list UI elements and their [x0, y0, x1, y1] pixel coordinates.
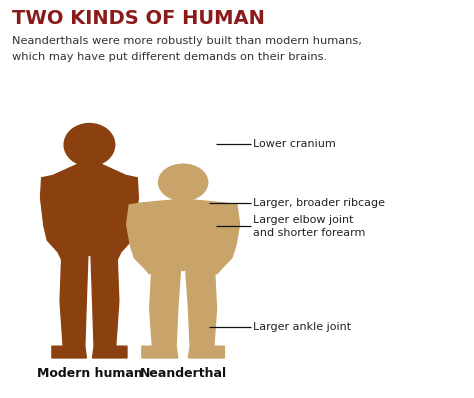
Polygon shape: [127, 200, 239, 358]
Polygon shape: [81, 151, 98, 159]
Text: Modern human: Modern human: [36, 367, 142, 380]
Text: Larger elbow joint
and shorter forearm: Larger elbow joint and shorter forearm: [254, 215, 366, 238]
Text: Neanderthals were more robustly built than modern humans,: Neanderthals were more robustly built th…: [12, 36, 362, 46]
Text: Neanderthal: Neanderthal: [139, 367, 227, 380]
Text: TWO KINDS OF HUMAN: TWO KINDS OF HUMAN: [12, 9, 265, 28]
Text: Lower cranium: Lower cranium: [254, 139, 336, 149]
Text: which may have put different demands on their brains.: which may have put different demands on …: [12, 52, 327, 62]
Text: Larger, broader ribcage: Larger, broader ribcage: [254, 198, 385, 208]
Polygon shape: [174, 190, 192, 197]
Polygon shape: [41, 163, 138, 358]
Circle shape: [64, 123, 115, 166]
Ellipse shape: [158, 164, 208, 201]
Text: Larger ankle joint: Larger ankle joint: [254, 322, 352, 332]
